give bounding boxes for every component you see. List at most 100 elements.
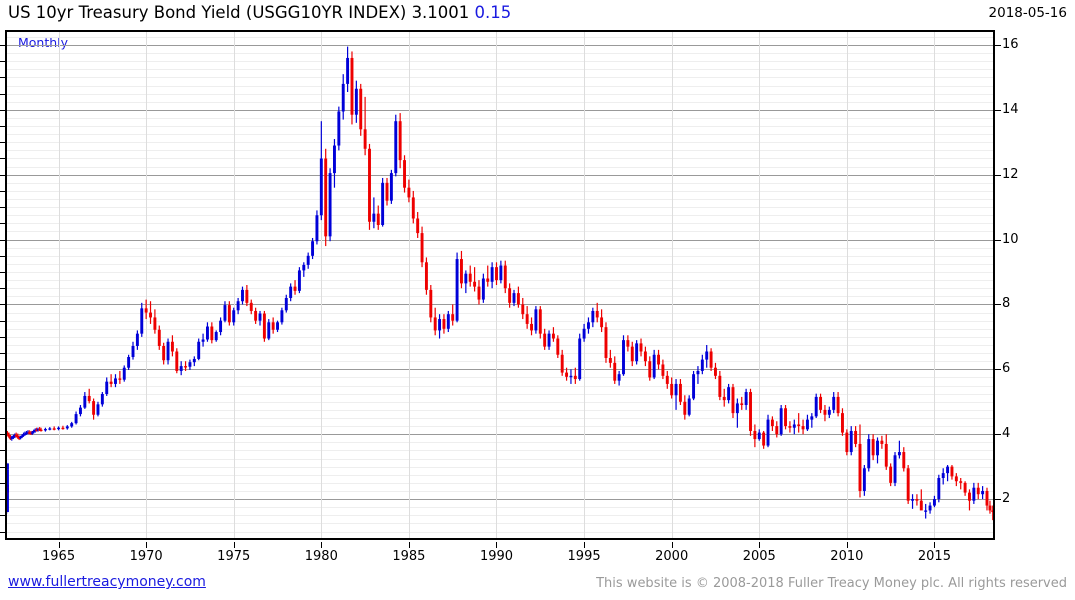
y-axis-minor-tick	[0, 142, 5, 143]
y-axis-minor-tick	[0, 418, 5, 419]
gridline-vertical	[59, 32, 60, 538]
gridline-minor	[6, 296, 994, 297]
gridline-minor	[6, 134, 994, 135]
gridline-minor	[6, 69, 994, 70]
x-axis-tick-label: 1965	[42, 549, 76, 564]
y-axis-tick-label: 12	[1002, 166, 1019, 182]
gridline-vertical	[847, 32, 848, 538]
gridline-minor	[6, 53, 994, 54]
y-axis-minor-tick	[0, 337, 5, 338]
gridline-minor	[6, 199, 994, 200]
gridline-minor	[6, 264, 994, 265]
x-axis-tick-mark	[584, 542, 585, 548]
x-axis-tick-mark	[847, 542, 848, 548]
y-axis-tick-mark	[995, 304, 1001, 305]
change-value: 0.15	[474, 3, 512, 22]
y-axis-minor-tick	[0, 434, 5, 435]
gridline-major	[6, 434, 994, 435]
gridline-minor	[6, 207, 994, 208]
y-axis-minor-tick	[0, 450, 5, 451]
gridline-minor	[6, 361, 994, 362]
gridline-vertical	[759, 32, 760, 538]
y-axis-tick-mark	[995, 369, 1001, 370]
gridline-minor	[6, 118, 994, 119]
y-axis-minor-tick	[0, 191, 5, 192]
instrument-title: US 10yr Treasury Bond Yield (USGG10YR IN…	[8, 3, 407, 22]
gridline-vertical	[584, 32, 585, 538]
gridline-minor	[6, 507, 994, 508]
gridline-minor	[6, 459, 994, 460]
y-axis-tick-label: 4	[1002, 426, 1011, 442]
y-axis-right-line	[993, 30, 995, 540]
gridline-vertical	[409, 32, 410, 538]
x-axis-line	[5, 538, 995, 540]
y-axis-minor-tick	[0, 402, 5, 403]
gridline-minor	[6, 491, 994, 492]
y-axis-minor-tick	[0, 467, 5, 468]
as-of-date: 2018-05-16	[988, 5, 1067, 21]
y-axis-tick-label: 14	[1002, 101, 1019, 117]
gridline-minor	[6, 313, 994, 314]
y-axis-minor-tick	[0, 207, 5, 208]
gridline-minor	[6, 450, 994, 451]
frequency-label: Monthly	[18, 35, 69, 50]
gridline-minor	[6, 394, 994, 395]
y-axis-minor-tick	[0, 369, 5, 370]
gridline-minor	[6, 215, 994, 216]
y-axis-tick-mark	[995, 175, 1001, 176]
gridline-minor	[6, 288, 994, 289]
page-title: US 10yr Treasury Bond Yield (USGG10YR IN…	[8, 3, 511, 22]
x-axis-tick-label: 2005	[742, 549, 776, 564]
y-axis-tick-label: 8	[1002, 296, 1011, 312]
x-axis-tick-mark	[759, 542, 760, 548]
gridline-minor	[6, 337, 994, 338]
y-axis-minor-tick	[0, 515, 5, 516]
gridline-minor	[6, 150, 994, 151]
site-url-link[interactable]: www.fullertreacymoney.com	[8, 574, 206, 590]
y-axis-minor-tick	[0, 240, 5, 241]
gridline-vertical	[321, 32, 322, 538]
y-axis-minor-tick	[0, 45, 5, 46]
gridline-minor	[6, 183, 994, 184]
gridline-minor	[6, 353, 994, 354]
gridline-minor	[6, 126, 994, 127]
x-axis-tick-label: 1970	[129, 549, 163, 564]
gridline-minor	[6, 442, 994, 443]
last-value: 3.1001	[411, 3, 470, 22]
copyright-notice: This website is © 2008-2018 Fuller Treac…	[596, 576, 1067, 591]
gridline-minor	[6, 167, 994, 168]
x-axis-tick-mark	[146, 542, 147, 548]
chart-area: Monthly 2 4 6 8 10 12 14 16	[0, 30, 1075, 542]
x-axis-tick-label: 1995	[567, 549, 601, 564]
y-axis-minor-tick	[0, 304, 5, 305]
gridline-minor	[6, 402, 994, 403]
gridline-vertical	[934, 32, 935, 538]
y-axis-minor-tick	[0, 223, 5, 224]
y-axis-tick-label: 16	[1002, 36, 1019, 52]
chart-footer: www.fullertreacymoney.com This website i…	[0, 572, 1075, 600]
x-axis-tick-label: 2000	[655, 549, 689, 564]
y-axis-minor-tick	[0, 353, 5, 354]
y-axis-minor-tick	[0, 532, 5, 533]
y-axis-left-line	[5, 30, 7, 540]
gridline-minor	[6, 77, 994, 78]
x-axis-tick-mark	[934, 542, 935, 548]
gridline-minor	[6, 94, 994, 95]
x-axis-tick-label: 1985	[392, 549, 426, 564]
y-axis-minor-tick	[0, 256, 5, 257]
plot-canvas[interactable]: Monthly	[6, 32, 994, 538]
gridline-major	[6, 110, 994, 111]
gridline-minor	[6, 158, 994, 159]
gridline-minor	[6, 418, 994, 419]
y-axis-tick-label: 6	[1002, 361, 1011, 377]
y-axis-tick-label: 2	[1002, 491, 1011, 507]
y-axis-minor-tick	[0, 386, 5, 387]
gridline-minor	[6, 280, 994, 281]
y-axis-tick-mark	[995, 434, 1001, 435]
y-axis-minor-tick	[0, 272, 5, 273]
gridline-major	[6, 369, 994, 370]
gridline-major	[6, 240, 994, 241]
y-axis-tick-label: 10	[1002, 231, 1019, 247]
x-axis-tick-label: 1990	[479, 549, 514, 564]
